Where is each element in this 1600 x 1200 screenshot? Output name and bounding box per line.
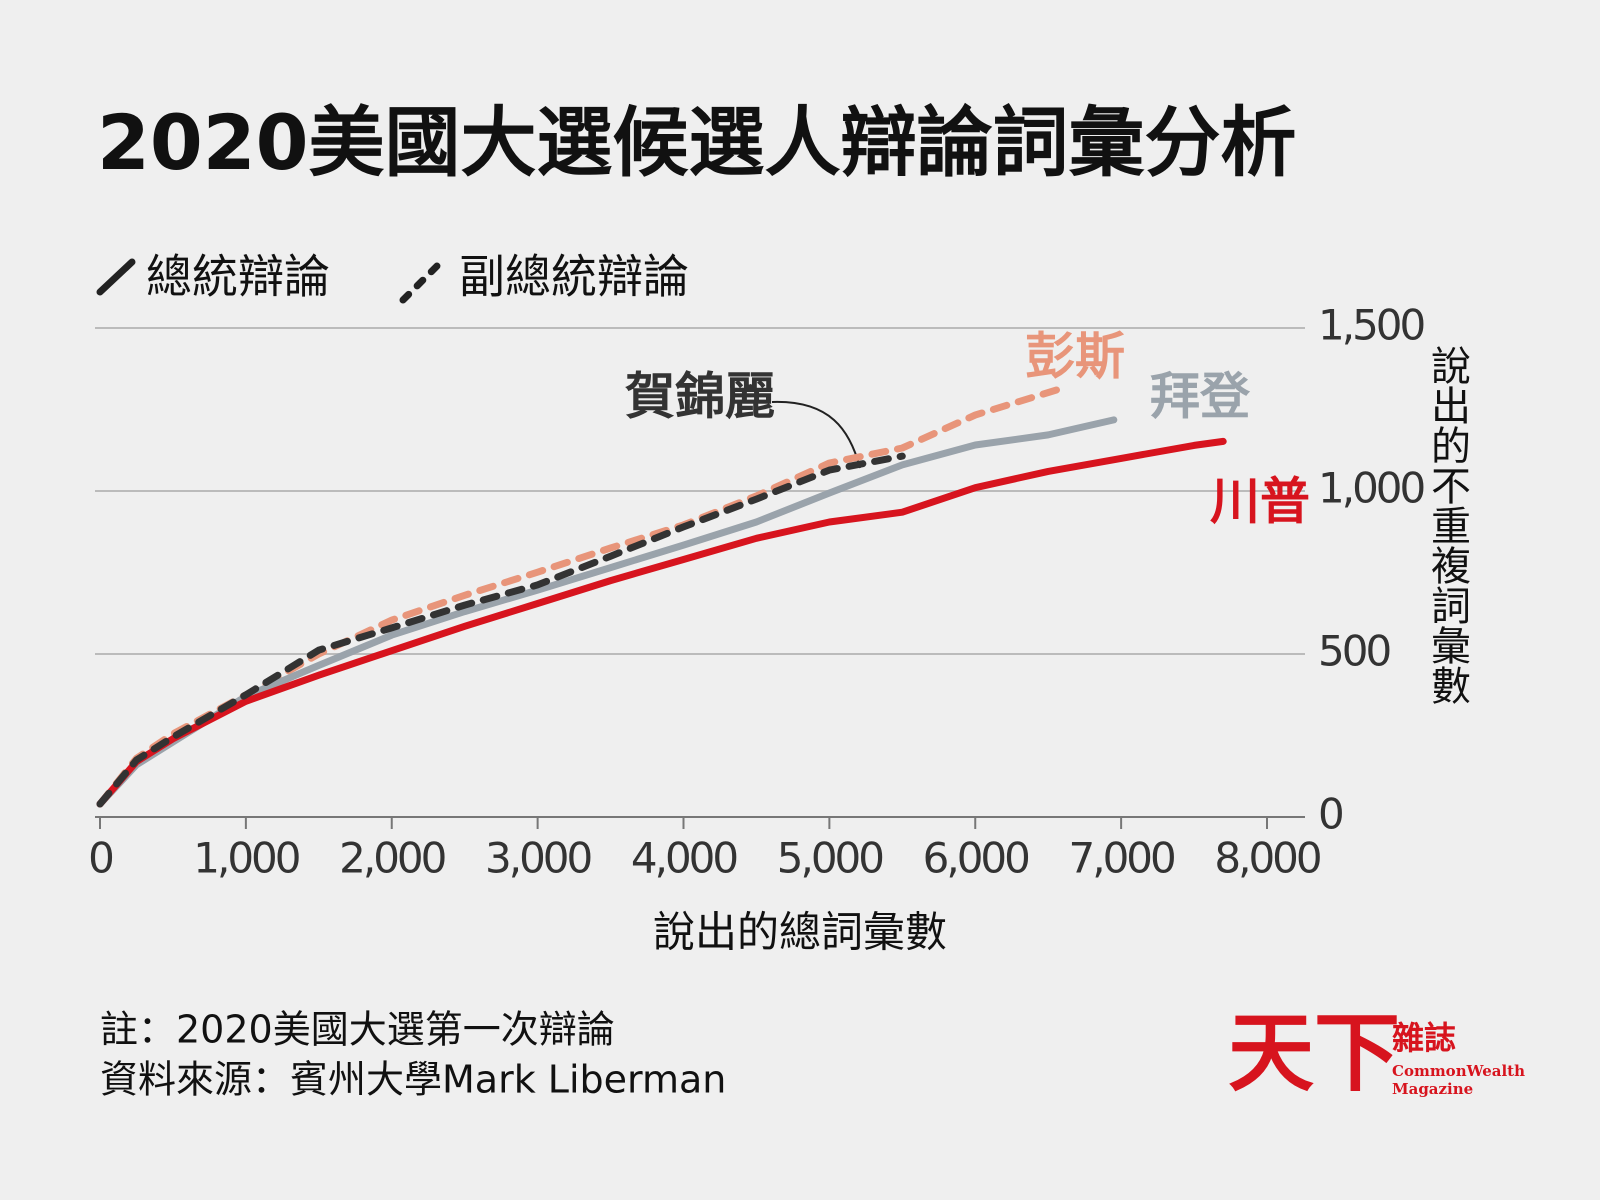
x-tick-label: 6,000 — [923, 834, 1029, 883]
y-tick-label: 1,000 — [1318, 464, 1424, 513]
chart-title: 2020美國大選候選人辯論詞彙分析 — [97, 98, 1297, 187]
x-tick-label: 3,000 — [485, 834, 591, 883]
logo-en: Magazine — [1392, 1080, 1473, 1098]
x-axis-label: 說出的總詞彙數 — [653, 908, 947, 957]
note: 資料來源：賓州大學Mark Liberman — [100, 1058, 726, 1102]
x-tick-label: 2,000 — [339, 834, 445, 883]
note: 註：2020美國大選第一次辯論 — [100, 1008, 615, 1052]
logo-side: 雜誌 — [1392, 1019, 1456, 1057]
series-line — [96, 437, 1227, 808]
x-tick-label: 1,000 — [193, 834, 299, 883]
legend-label: 副總統辯論 — [459, 250, 689, 304]
x-tick-label: 4,000 — [631, 834, 737, 883]
x-tick-label: 8,000 — [1214, 834, 1320, 883]
legend-label: 總統辯論 — [146, 250, 330, 304]
series-line — [96, 452, 906, 808]
logo-main: 天下 — [1228, 1003, 1400, 1104]
series-label: 彭斯 — [1025, 328, 1125, 386]
series-label: 賀錦麗 — [625, 368, 775, 426]
series-label: 川普 — [1210, 473, 1310, 531]
legend-swatch — [399, 254, 449, 304]
y-tick-label: 500 — [1318, 627, 1389, 676]
x-tick-label: 5,000 — [777, 834, 883, 883]
y-tick-label: 1,500 — [1318, 301, 1424, 350]
series-label: 拜登 — [1150, 368, 1251, 426]
x-tick-label: 0 — [88, 834, 112, 883]
x-tick-label: 7,000 — [1069, 834, 1175, 883]
legend-swatch — [96, 258, 136, 296]
y-axis-label: 說出的不重複詞彙數 — [1424, 345, 1470, 705]
logo-en: CommonWealth — [1392, 1062, 1525, 1080]
y-tick-label: 0 — [1318, 790, 1342, 839]
